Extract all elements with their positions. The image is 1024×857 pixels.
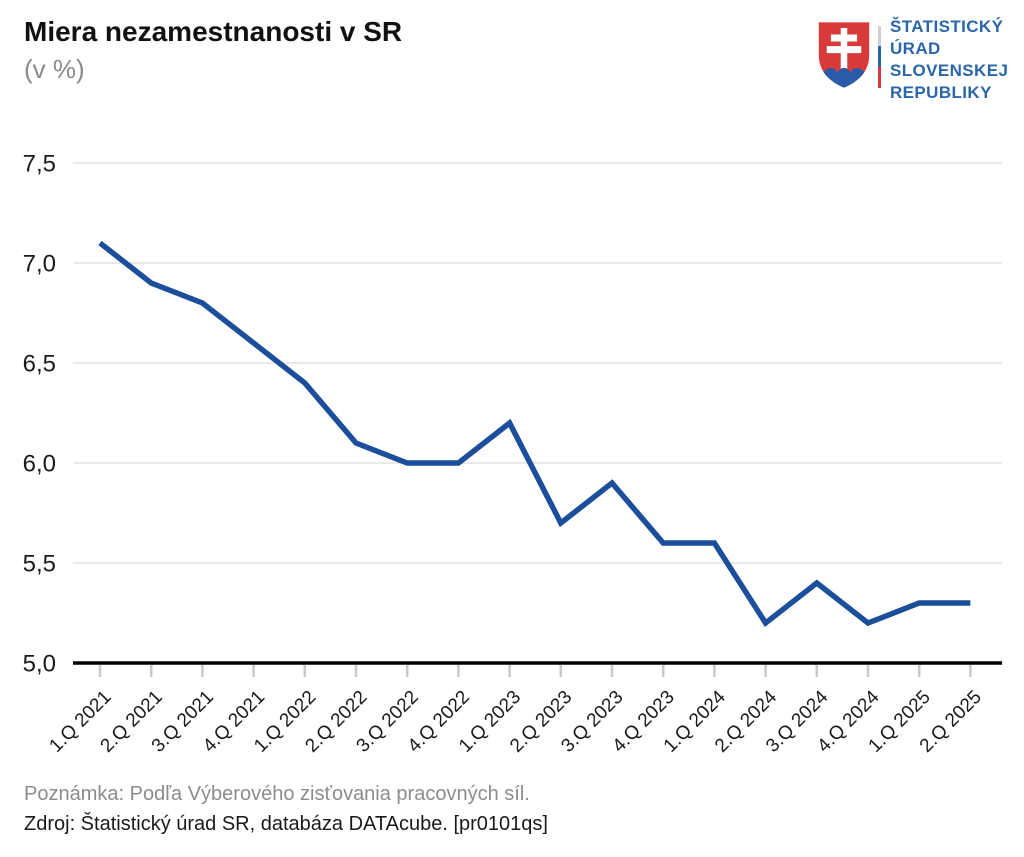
- y-tick-label: 6,5: [23, 351, 56, 378]
- logo-text-line: SLOVENSKEJ: [890, 61, 1009, 80]
- page-title: Miera nezamestnanosti v SR: [24, 16, 403, 47]
- logo-text-line: ŠTATISTICKÝ: [890, 17, 1004, 36]
- y-tick-label: 6,0: [23, 451, 56, 478]
- data-line: [98, 240, 971, 628]
- footer-note: Poznámka: Podľa Výberového zisťovania pr…: [24, 783, 530, 805]
- logo-text: ŠTATISTICKÝ ÚRAD SLOVENSKEJ REPUBLIKY: [890, 16, 1008, 104]
- statistical-office-logo: ŠTATISTICKÝ ÚRAD SLOVENSKEJ REPUBLIKY: [816, 14, 1016, 110]
- slovak-coat-of-arms-icon: [818, 22, 870, 88]
- y-tick-label: 7,0: [23, 251, 56, 278]
- logo-text-line: ÚRAD: [890, 39, 941, 58]
- logo-divider: [878, 26, 881, 88]
- page-subtitle: (v %): [24, 54, 85, 84]
- y-tick-label: 5,0: [23, 651, 56, 678]
- y-tick-label: 7,5: [23, 151, 56, 178]
- logo-text-line: REPUBLIKY: [890, 83, 992, 102]
- footer-source: Zdroj: Štatistický úrad SR, databáza DAT…: [24, 813, 548, 835]
- y-tick-label: 5,5: [23, 551, 56, 578]
